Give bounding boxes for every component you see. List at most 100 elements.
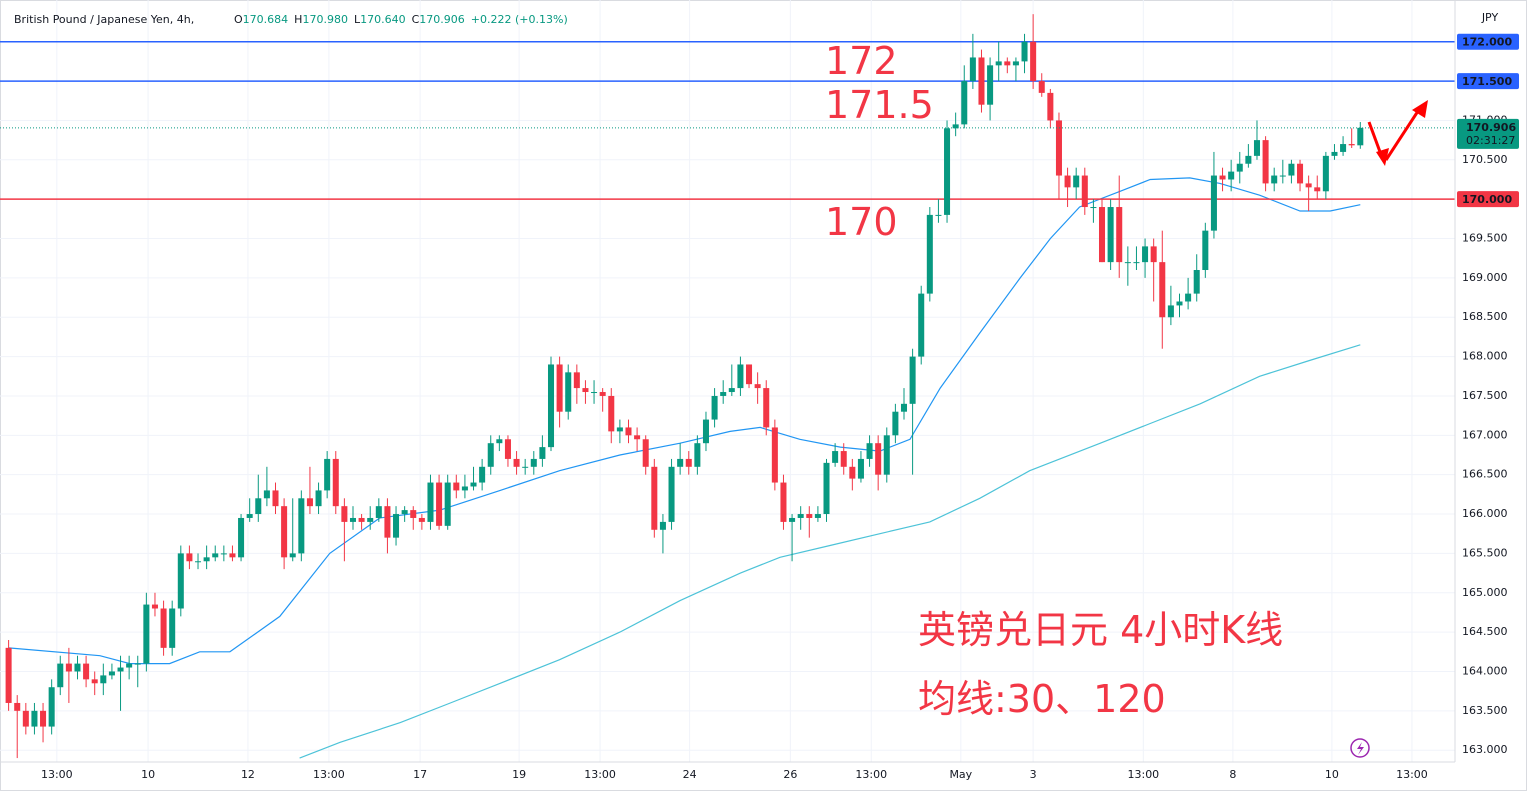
ohlc-key: O <box>234 13 243 26</box>
x-tick-label: 13:00 <box>855 768 887 781</box>
candle-body <box>74 663 81 672</box>
x-tick-label: 13:00 <box>313 768 345 781</box>
candle-body <box>763 388 770 428</box>
candle-body <box>1098 207 1106 263</box>
candle-body <box>22 710 29 727</box>
candle-body <box>315 490 322 507</box>
ohlc-header: O170.684 H170.980 L170.640 C170.906 +0.222 (… <box>234 13 568 26</box>
candle-body <box>306 498 313 507</box>
price-label-box <box>1457 73 1519 90</box>
candle-body <box>582 388 589 393</box>
candle-body <box>349 517 357 522</box>
candle-body <box>177 553 184 609</box>
candle-body <box>358 517 365 522</box>
candle-body <box>332 458 339 507</box>
x-tick-label: 17 <box>413 768 427 781</box>
candle-body <box>987 65 994 105</box>
candle-body <box>367 517 374 522</box>
candle-body <box>281 506 288 558</box>
candle-body <box>771 427 778 483</box>
candle-body <box>789 517 796 522</box>
candle-body <box>591 392 598 394</box>
candle-body <box>952 124 959 129</box>
candle-body <box>944 128 951 215</box>
x-tick-label: 3 <box>1030 768 1037 781</box>
candle-body <box>1210 175 1217 231</box>
x-tick-label: 10 <box>1325 768 1339 781</box>
ohlc-value: 170.684 <box>243 13 289 26</box>
candle-body <box>1271 175 1278 184</box>
candle-body <box>40 710 47 727</box>
header: British Pound / Japanese Yen, 4h, <box>14 13 194 26</box>
lightning-icon[interactable] <box>1350 738 1370 758</box>
candle-body <box>969 57 976 82</box>
candle-body <box>677 458 684 467</box>
candle-body <box>857 458 864 479</box>
candle-body <box>1159 262 1166 318</box>
candle-body <box>547 364 555 448</box>
x-tick-label: 13:00 <box>41 768 73 781</box>
symbol: British Pound / Japanese Yen, 4h, <box>14 13 194 26</box>
candle-body <box>1133 262 1140 264</box>
candle-body <box>444 482 451 526</box>
candle-body <box>522 466 529 468</box>
ohlc-key: C <box>412 13 420 26</box>
candle-body <box>1081 175 1088 208</box>
candle-body <box>436 482 443 526</box>
candle-body <box>57 663 64 688</box>
annotation: 英镑兑日元 4小时K线 <box>918 608 1283 652</box>
change: +0.222 (+0.13%) <box>471 13 568 26</box>
candle-body <box>565 372 572 412</box>
candle-body <box>263 490 270 499</box>
candle-body <box>720 392 727 396</box>
candle-body <box>711 395 718 420</box>
candle-body <box>418 517 425 522</box>
candle-body <box>479 466 486 483</box>
candle-body <box>1340 144 1347 152</box>
candle-body <box>883 435 890 475</box>
candle-body <box>1107 207 1114 263</box>
candle-body <box>737 364 744 389</box>
candle-body <box>702 419 709 444</box>
candle-body <box>1030 41 1037 82</box>
candle-body <box>875 443 882 475</box>
candle-body <box>1279 175 1286 177</box>
ohlc-key: L <box>354 13 361 26</box>
plot-area <box>0 0 1455 762</box>
annotation: 均线:30、120 <box>918 677 1166 721</box>
y-tick-label: 163.000 <box>1462 743 1508 756</box>
candle-body <box>453 482 460 491</box>
last-price-box <box>1457 118 1519 149</box>
candle-body <box>401 510 408 515</box>
candle-body <box>5 647 12 703</box>
candle-body <box>126 663 133 668</box>
candle-body <box>91 679 98 684</box>
candle-body <box>728 388 735 393</box>
candle-body <box>169 608 176 648</box>
candle-body <box>298 498 305 554</box>
candle-body <box>840 451 847 467</box>
candle-body <box>255 498 262 515</box>
candle-body <box>754 384 761 389</box>
candle-body <box>1124 262 1131 264</box>
candle-body <box>909 356 916 404</box>
y-tick-label: 170.500 <box>1462 153 1508 166</box>
candle-body <box>143 604 150 664</box>
candle-body <box>926 214 933 294</box>
candle-body <box>659 521 666 530</box>
candle-body <box>780 482 787 522</box>
candle-body <box>866 443 873 459</box>
candle-body <box>427 482 434 522</box>
candle-body <box>31 710 38 727</box>
price-label: 170.000 <box>1462 193 1512 206</box>
candle-body <box>1193 270 1200 294</box>
candle-body <box>1167 305 1174 318</box>
y-tick-label: 168.500 <box>1462 310 1508 323</box>
candle-body <box>14 702 21 711</box>
candle-body <box>900 403 908 412</box>
candle-body <box>100 675 107 684</box>
candle-body <box>1348 144 1355 146</box>
candle-body <box>685 458 692 467</box>
candle-body <box>642 439 649 467</box>
